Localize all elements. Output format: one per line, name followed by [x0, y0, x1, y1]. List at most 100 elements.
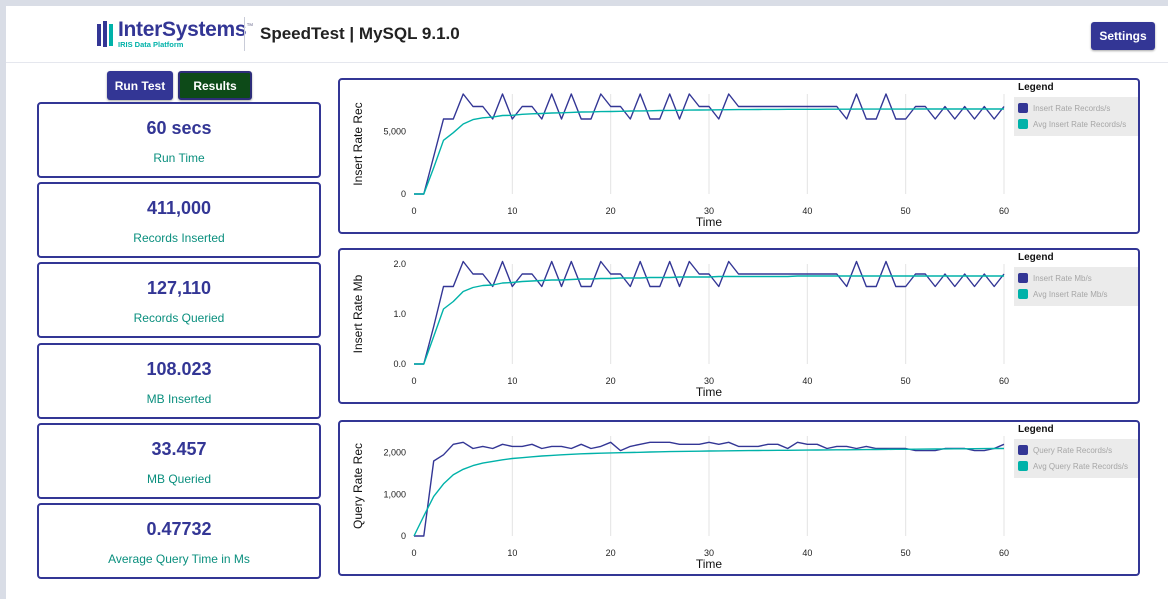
- y-tick-label: 0: [401, 189, 406, 199]
- stat-label: Run Time: [153, 151, 205, 165]
- results-button[interactable]: Results: [178, 71, 252, 100]
- stat-card-records-inserted: 411,000 Records Inserted: [37, 182, 321, 258]
- stat-card-mb-queried: 33.457 MB Queried: [37, 423, 321, 499]
- y-axis-title: Query Rate Rec: [351, 443, 365, 529]
- series-line-2: [414, 108, 1004, 195]
- intersystems-logo[interactable]: InterSystems™ IRIS Data Platform: [96, 18, 253, 52]
- x-tick-label: 20: [606, 548, 616, 558]
- x-tick-label: 0: [411, 548, 416, 558]
- y-axis-title: Insert Rate Rec: [351, 102, 365, 185]
- stat-value: 127,110: [146, 278, 212, 298]
- series-line-1: [414, 441, 1005, 537]
- legend-item[interactable]: Query Rate Records/s: [1014, 442, 1138, 458]
- stat-label: MB Inserted: [146, 392, 212, 406]
- x-tick-label: 50: [901, 206, 911, 216]
- legend-label: Insert Rate Mb/s: [1033, 273, 1092, 283]
- stat-label: Records Queried: [133, 311, 225, 325]
- page-title: SpeedTest | MySQL 9.1.0: [260, 24, 460, 43]
- logo-subtitle: IRIS Data Platform: [118, 40, 184, 49]
- stat-value: 0.47732: [146, 519, 212, 539]
- legend-box: Insert Rate Mb/s Avg Insert Rate Mb/s: [1014, 267, 1138, 306]
- legend-label: Avg Query Rate Records/s: [1033, 461, 1129, 471]
- y-tick-label: 1,000: [383, 489, 406, 499]
- legend-label: Query Rate Records/s: [1033, 445, 1113, 455]
- legend-box: Insert Rate Records/s Avg Insert Rate Re…: [1014, 97, 1138, 136]
- legend-label: Avg Insert Rate Records/s: [1033, 119, 1127, 129]
- legend-swatch: [1018, 461, 1028, 471]
- chart-legend: Legend Insert Rate Mb/s Avg Insert Rate …: [1014, 252, 1138, 306]
- stat-value: 411,000: [146, 198, 212, 218]
- stat-value: 33.457: [151, 439, 207, 459]
- x-tick-label: 10: [507, 206, 517, 216]
- legend-item[interactable]: Avg Insert Rate Records/s: [1014, 116, 1138, 132]
- legend-title: Legend: [1018, 424, 1054, 435]
- logo-wordmark: InterSystems™: [118, 18, 253, 41]
- settings-button[interactable]: Settings: [1091, 22, 1155, 50]
- x-tick-label: 30: [704, 376, 714, 386]
- y-tick-label: 2,000: [383, 448, 406, 458]
- y-tick-label: 2.0: [393, 259, 406, 269]
- stat-label: MB Queried: [146, 472, 212, 486]
- legend-swatch: [1018, 273, 1028, 283]
- y-tick-label: 5,000: [383, 127, 406, 137]
- intersystems-mark-icon: [97, 21, 113, 47]
- x-tick-label: 10: [507, 376, 517, 386]
- stat-card-mb-inserted: 108.023 MB Inserted: [37, 343, 321, 419]
- series-line-2: [413, 447, 1004, 537]
- x-tick-label: 50: [901, 548, 911, 558]
- x-tick-label: 60: [999, 548, 1009, 558]
- insert-rate-records-chart: 0 10 20 30 40 50 60 0 5,000 Time Insert Rate Rec L…: [338, 78, 1140, 234]
- x-tick-label: 60: [999, 376, 1009, 386]
- legend-box: Query Rate Records/s Avg Query Rate Reco…: [1014, 439, 1138, 478]
- series-line-1: [414, 93, 1005, 195]
- x-tick-label: 60: [999, 206, 1009, 216]
- stat-value: 60 secs: [146, 118, 212, 138]
- legend-swatch: [1018, 289, 1028, 299]
- legend-swatch: [1018, 119, 1028, 129]
- x-tick-label: 40: [802, 206, 812, 216]
- x-tick-label: 50: [901, 376, 911, 386]
- series-line-2: [414, 275, 1004, 365]
- y-tick-label: 1.0: [393, 309, 406, 319]
- x-tick-label: 20: [606, 206, 616, 216]
- legend-swatch: [1018, 445, 1028, 455]
- x-axis-title: Time: [696, 557, 723, 571]
- stat-card-records-queried: 127,110 Records Queried: [37, 262, 321, 338]
- legend-item[interactable]: Avg Insert Rate Mb/s: [1014, 286, 1138, 302]
- stat-label: Average Query Time in Ms: [108, 552, 250, 566]
- legend-label: Avg Insert Rate Mb/s: [1033, 289, 1108, 299]
- x-tick-label: 30: [704, 548, 714, 558]
- insert-rate-mb-chart: 0 10 20 30 40 50 60 0.0 1.0 2.0 Time Insert Rate Mb…: [338, 248, 1140, 404]
- legend-title: Legend: [1018, 252, 1054, 263]
- x-tick-label: 40: [802, 548, 812, 558]
- stat-card-run-time: 60 secs Run Time: [37, 102, 321, 178]
- chart-legend: Legend Query Rate Records/s Avg Query Ra…: [1014, 424, 1138, 478]
- legend-item[interactable]: Avg Query Rate Records/s: [1014, 458, 1138, 474]
- x-tick-label: 10: [507, 548, 517, 558]
- x-axis-title: Time: [696, 385, 723, 399]
- header-divider: [244, 17, 245, 51]
- stat-value: 108.023: [146, 359, 212, 379]
- x-tick-label: 0: [411, 206, 416, 216]
- x-tick-label: 20: [606, 376, 616, 386]
- x-tick-label: 0: [411, 376, 416, 386]
- legend-item[interactable]: Insert Rate Records/s: [1014, 100, 1138, 116]
- y-tick-label: 0: [401, 531, 406, 541]
- series-line-1: [414, 260, 1005, 365]
- app-header: InterSystems™ IRIS Data Platform SpeedTe…: [6, 6, 1168, 63]
- app-window: InterSystems™ IRIS Data Platform SpeedTe…: [6, 6, 1168, 599]
- x-axis-title: Time: [696, 215, 723, 229]
- y-tick-label: 0.0: [393, 359, 406, 369]
- legend-label: Insert Rate Records/s: [1033, 103, 1111, 113]
- run-test-button[interactable]: Run Test: [107, 71, 173, 100]
- legend-title: Legend: [1018, 82, 1054, 93]
- stat-label: Records Inserted: [133, 231, 225, 245]
- stat-card-average-query-time: 0.47732 Average Query Time in Ms: [37, 503, 321, 579]
- chart-plot: 0 10 20 30 40 50 60 0 5,000 Time Insert Rate Rec: [351, 93, 1009, 229]
- x-tick-label: 40: [802, 376, 812, 386]
- legend-item[interactable]: Insert Rate Mb/s: [1014, 270, 1138, 286]
- chart-plot: 0 10 20 30 40 50 60 0.0 1.0 2.0 Time Insert Rate Mb: [351, 259, 1009, 399]
- chart-plot: 0 10 20 30 40 50 60 0 1,000 2,000 Time Query Rate R…: [351, 436, 1009, 571]
- legend-swatch: [1018, 103, 1028, 113]
- query-rate-records-chart: 0 10 20 30 40 50 60 0 1,000 2,000 Time Query Rate R…: [338, 420, 1140, 576]
